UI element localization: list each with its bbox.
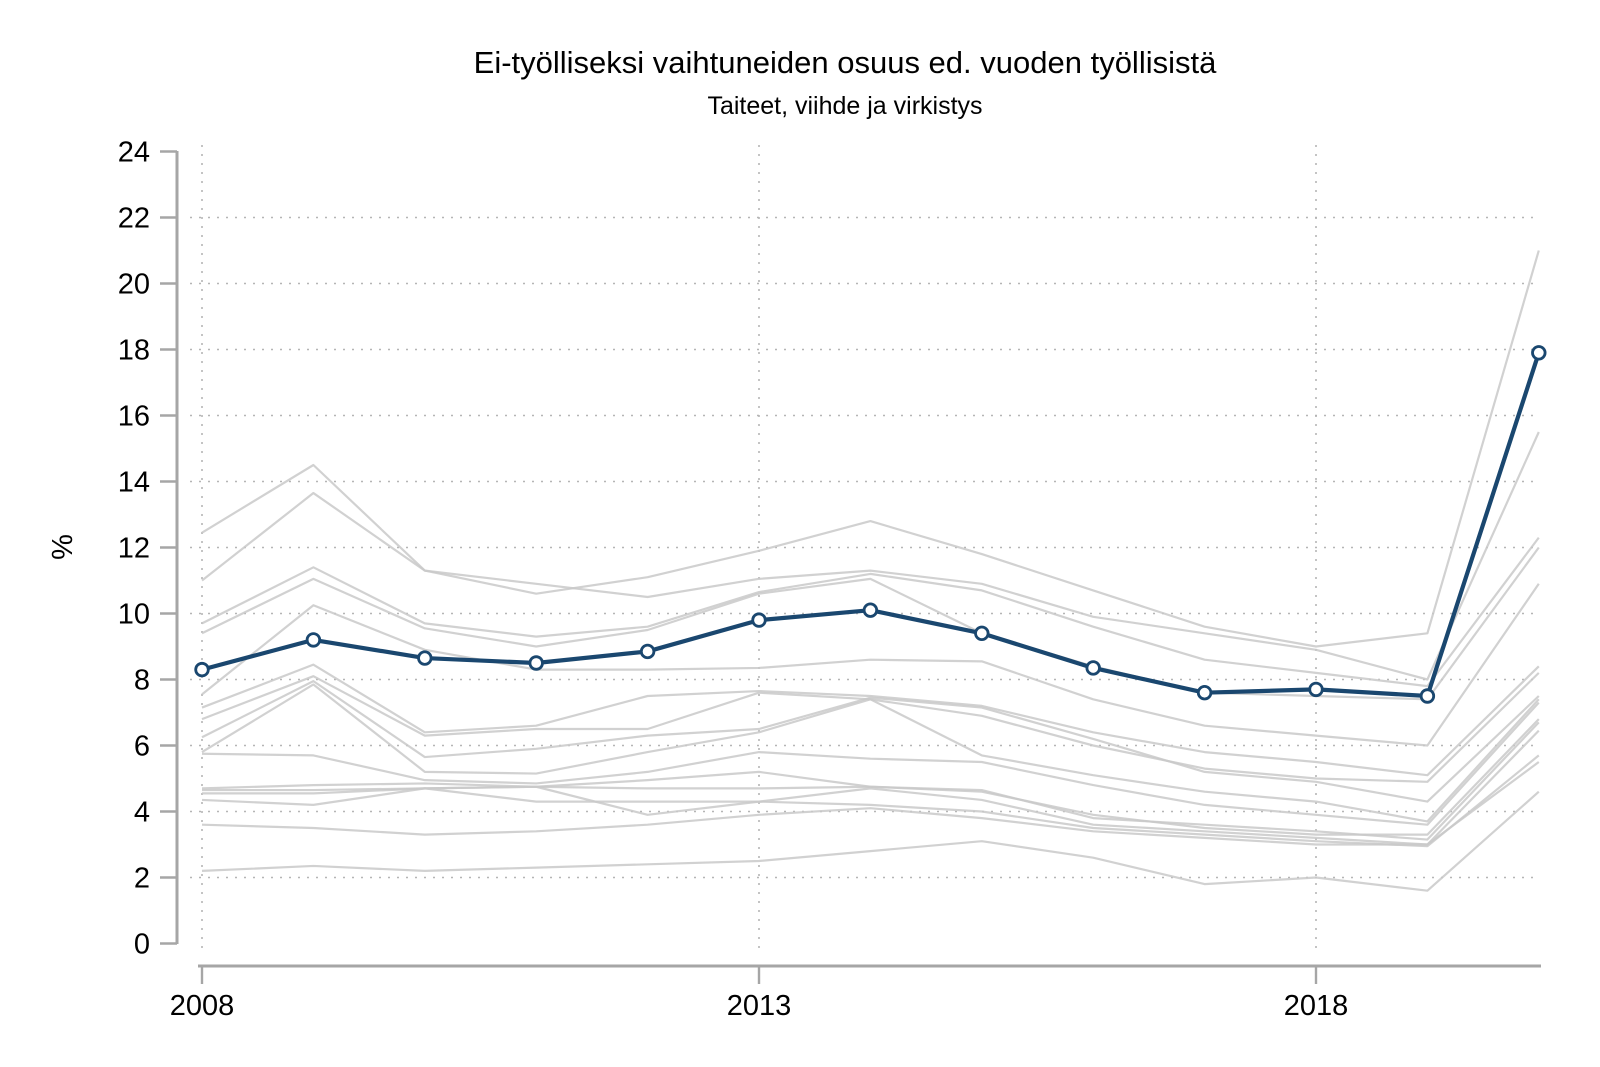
data-point-marker xyxy=(417,650,433,666)
y-axis-label: % xyxy=(47,534,79,560)
background-series-layer xyxy=(201,250,1540,892)
data-point-marker xyxy=(194,661,210,678)
data-point-marker xyxy=(639,643,656,660)
y-tick-label: 18 xyxy=(118,335,150,367)
background-line xyxy=(202,729,1540,846)
background-line xyxy=(201,680,1540,803)
y-tick-label: 10 xyxy=(118,599,150,631)
data-point-marker xyxy=(305,632,322,648)
background-line xyxy=(201,701,1540,826)
background-line xyxy=(201,683,1540,823)
y-tick-label: 20 xyxy=(118,269,150,301)
x-tick-label: 2008 xyxy=(170,990,235,1022)
data-point-marker xyxy=(751,612,767,628)
highlight-series-layer xyxy=(194,345,1547,704)
data-point-marker xyxy=(974,625,990,642)
background-line xyxy=(201,790,1540,892)
background-line xyxy=(202,721,1540,841)
y-tick-label: 22 xyxy=(118,203,150,235)
background-line xyxy=(201,536,1540,688)
y-tick-label: 16 xyxy=(118,401,150,433)
y-tick-label: 14 xyxy=(118,467,150,499)
y-tick-label: 2 xyxy=(134,863,150,895)
axes-layer xyxy=(160,150,1541,984)
background-line xyxy=(201,250,1540,648)
data-point-marker xyxy=(1531,345,1547,361)
y-tick-label: 0 xyxy=(134,929,150,961)
data-point-marker xyxy=(1419,688,1436,704)
gridlines-layer xyxy=(190,145,1540,948)
x-tick-label: 2013 xyxy=(727,990,792,1022)
data-point-marker xyxy=(1196,685,1213,701)
background-line xyxy=(201,754,1540,848)
chart-title: Ei-työlliseksi vaihtuneiden osuus ed. vu… xyxy=(474,45,1217,80)
background-line xyxy=(201,583,1540,747)
y-tick-label: 12 xyxy=(118,533,150,565)
data-point-marker xyxy=(1308,681,1324,698)
y-tick-label: 24 xyxy=(118,137,150,169)
background-line xyxy=(201,761,1540,846)
background-line xyxy=(201,431,1540,681)
y-tick-label: 6 xyxy=(134,731,150,763)
data-point-marker xyxy=(1085,660,1101,676)
y-tick-label: 4 xyxy=(134,797,150,829)
data-point-marker xyxy=(528,655,544,671)
data-point-marker xyxy=(862,602,879,618)
y-tick-label: 8 xyxy=(134,665,150,697)
background-line xyxy=(201,663,1540,777)
chart-subtitle: Taiteet, viihde ja virkistys xyxy=(707,92,982,120)
x-tick-label: 2018 xyxy=(1284,990,1349,1022)
